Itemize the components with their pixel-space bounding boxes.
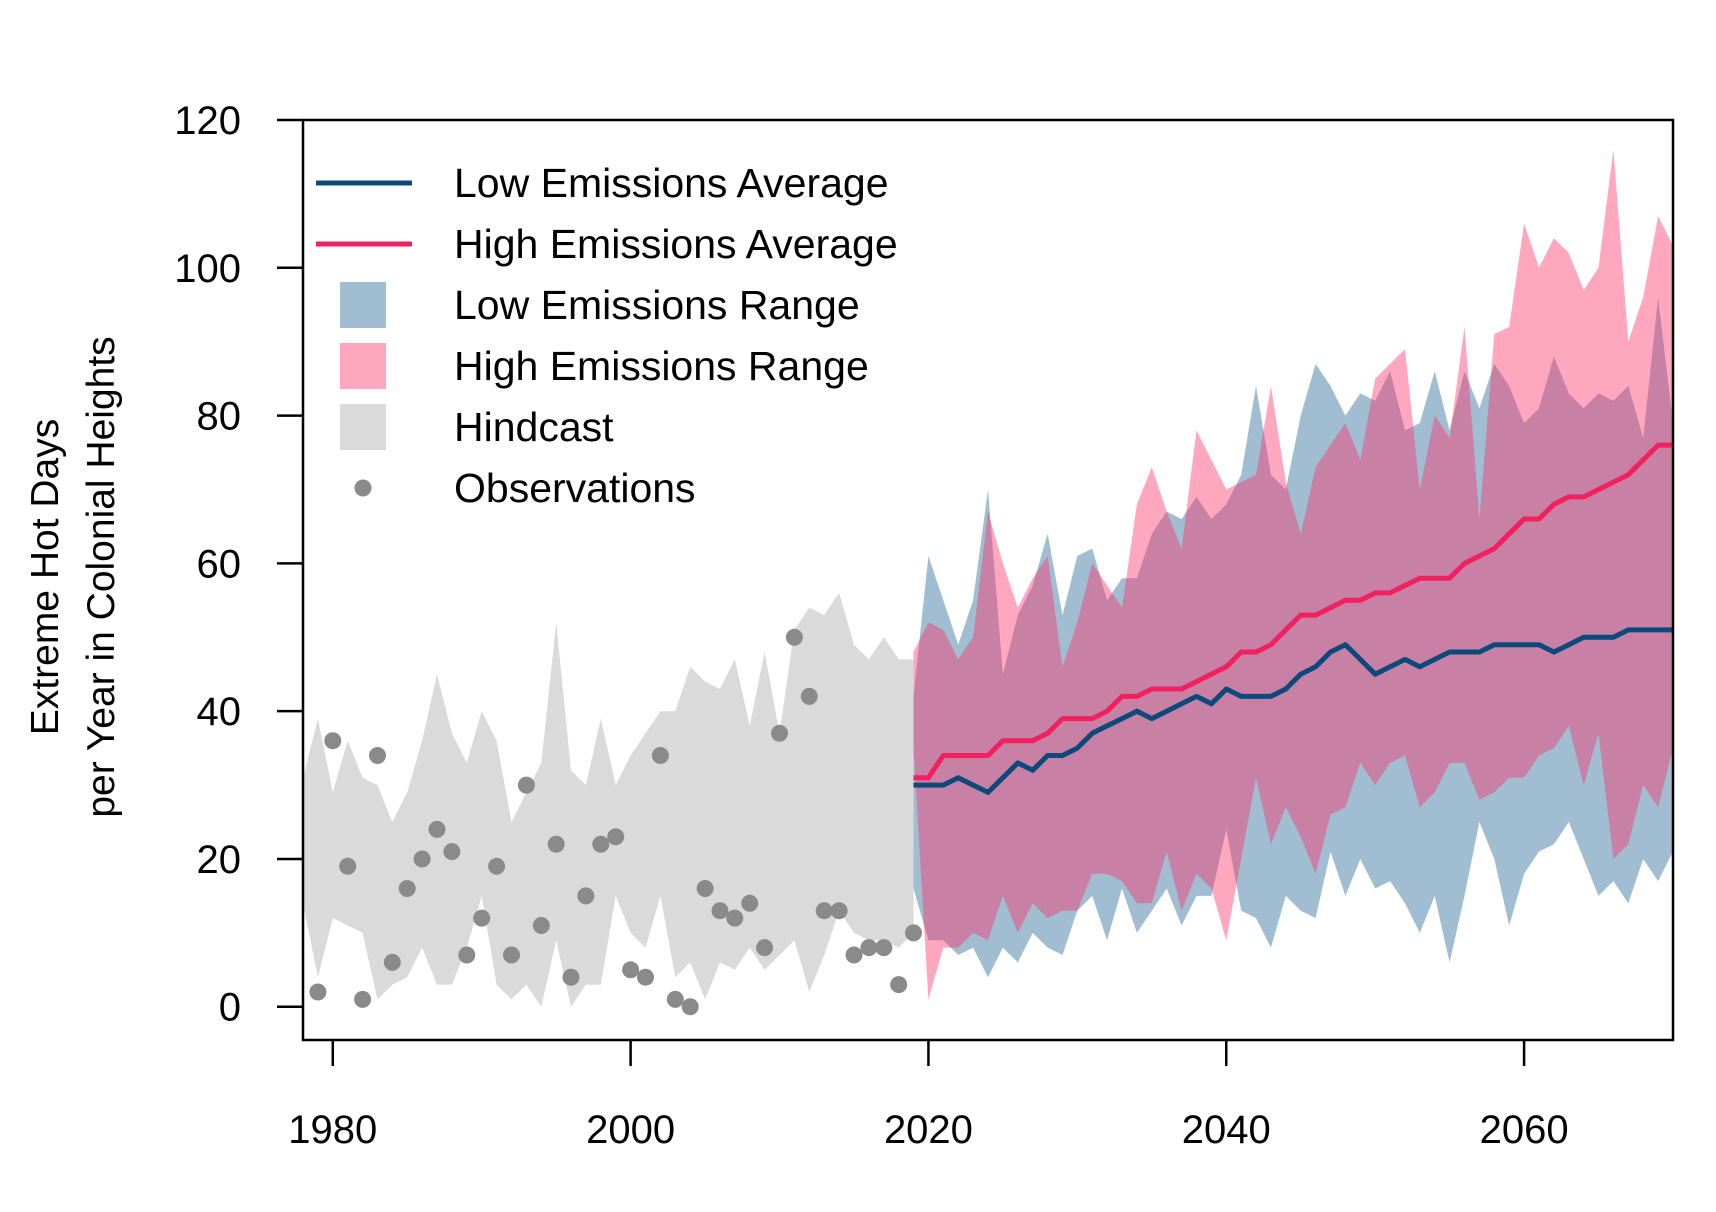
observation-point	[815, 902, 833, 920]
observation-point	[845, 946, 863, 964]
observation-point	[458, 946, 476, 964]
observation-point	[741, 894, 759, 912]
legend-label: High Emissions Average	[454, 221, 898, 267]
y-tick-label: 80	[197, 395, 242, 439]
legend-item-hindcast: Hindcast	[340, 404, 614, 450]
observation-point	[547, 835, 565, 853]
legend-item-high-emissions-average: High Emissions Average	[316, 221, 898, 267]
observation-point	[517, 776, 535, 794]
y-tick-label: 20	[197, 838, 242, 882]
observation-point	[532, 917, 550, 934]
x-tick-label: 2000	[586, 1108, 675, 1152]
observation-point	[785, 628, 803, 646]
y-axis-title-line-1: Extreme Hot Days	[24, 419, 67, 735]
y-tick-label: 120	[174, 99, 241, 143]
x-tick-label: 1980	[288, 1108, 377, 1152]
observation-point	[666, 990, 684, 1008]
high-emissions-average-line	[913, 442, 1673, 781]
x-tick-label: 2040	[1182, 1108, 1271, 1152]
legend-label: Hindcast	[454, 404, 614, 450]
y-tick-label: 100	[174, 247, 241, 291]
observation-point	[383, 953, 401, 971]
observation-point	[428, 820, 446, 838]
low-emissions-range-band	[913, 297, 1673, 978]
y-axis-title: Extreme Hot Days per Year in Colonial He…	[24, 336, 123, 817]
observation-point	[756, 939, 774, 957]
legend-fill-swatch	[340, 404, 386, 450]
observation-point	[860, 939, 878, 957]
x-tick-label: 2060	[1480, 1108, 1569, 1152]
observation-point	[711, 902, 729, 920]
observation-point	[503, 946, 520, 964]
observation-point	[324, 732, 342, 750]
observation-point	[771, 724, 788, 742]
y-axis-title-line-2: per Year in Colonial Heights	[80, 336, 123, 817]
observation-point	[830, 902, 848, 920]
observation-point	[398, 880, 416, 897]
legend-label: Low Emissions Average	[454, 160, 889, 206]
y-tick-label: 60	[197, 542, 242, 586]
legend-fill-swatch	[340, 343, 386, 389]
legend-label: High Emissions Range	[454, 343, 869, 389]
legend: Low Emissions Average High Emissions Aver…	[316, 160, 898, 511]
x-tick-label: 2020	[884, 1108, 973, 1152]
observation-point	[473, 909, 491, 927]
observation-point	[354, 990, 372, 1008]
plot-area	[303, 149, 1673, 1016]
legend-point-swatch	[354, 479, 372, 497]
legend-item-high-emissions-range: High Emissions Range	[340, 343, 869, 389]
legend-label: Low Emissions Range	[454, 282, 860, 328]
high-emissions-range-band	[913, 149, 1673, 1000]
legend-label: Observations	[454, 465, 696, 511]
observation-point	[577, 887, 595, 905]
observation-point	[651, 747, 669, 764]
observation-point	[488, 857, 506, 875]
observation-point	[681, 998, 699, 1016]
legend-item-observations: Observations	[354, 465, 696, 511]
observation-point	[800, 687, 818, 705]
y-tick-label: 0	[219, 986, 241, 1030]
observation-point	[443, 843, 461, 861]
observation-point	[622, 961, 640, 979]
observation-point	[562, 968, 580, 986]
hindcast-band	[303, 592, 914, 1007]
observation-point	[696, 880, 714, 897]
plot-frame	[301, 118, 1675, 1042]
observation-point	[890, 976, 908, 994]
legend-item-low-emissions-range: Low Emissions Range	[340, 282, 860, 328]
observation-point	[637, 968, 654, 986]
observation-point	[309, 983, 327, 1001]
y-tick-label: 40	[197, 690, 242, 734]
legend-item-low-emissions-average: Low Emissions Average	[316, 160, 889, 206]
observation-point	[413, 850, 431, 868]
observation-point	[592, 835, 610, 853]
observation-point	[726, 909, 744, 927]
legend-fill-swatch	[340, 282, 386, 328]
observation-point	[905, 924, 922, 942]
observation-point	[369, 747, 386, 764]
low-emissions-average-line	[913, 627, 1673, 795]
observation-point	[875, 939, 893, 957]
observation-point	[607, 828, 625, 846]
observation-point	[339, 857, 357, 875]
